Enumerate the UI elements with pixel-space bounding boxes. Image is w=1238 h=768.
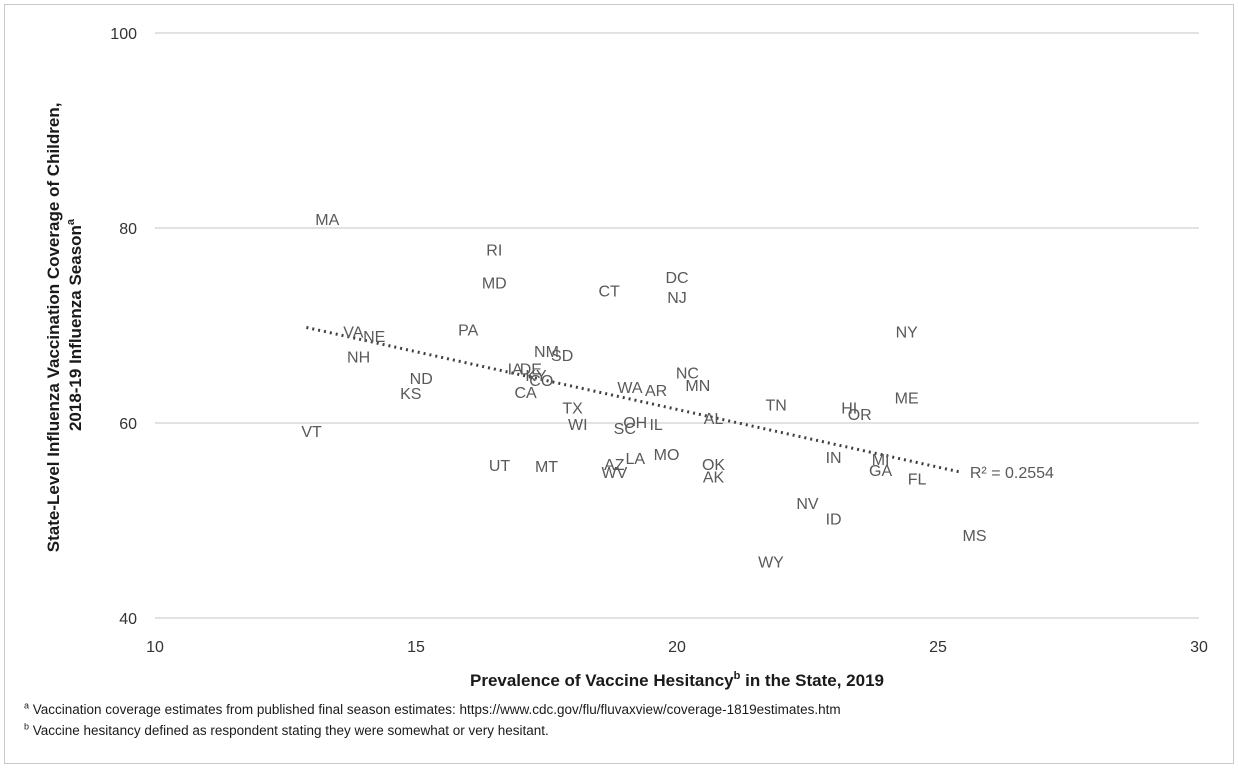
data-point-ny: NY [896,324,919,341]
x-tick-label: 10 [146,639,164,656]
x-axis-title-superscript: b [734,670,741,682]
x-tick-label: 15 [407,639,425,656]
data-point-ks: KS [400,386,421,403]
x-tick-label: 20 [668,639,686,656]
y-axis-title: State-Level Influenza Vaccination Covera… [44,98,85,552]
y-tick-label: 80 [119,221,137,238]
data-point-ga: GA [869,463,892,480]
data-point-oh: OH [623,415,647,432]
data-point-co: CO [529,373,553,390]
data-point-id: ID [826,512,842,529]
y-axis-title-line2: 2018-19 Influenza Seasona [65,218,85,431]
data-point-dc: DC [665,270,688,287]
data-point-nd: ND [410,371,433,388]
chart-frame [4,4,1234,764]
data-point-fl: FL [908,472,927,489]
data-point-ky: KY [525,368,547,385]
data-point-nc: NC [676,365,699,382]
data-point-sc: SC [614,421,636,438]
x-axis-title: Prevalence of Vaccine Hesitancyb in the … [470,670,884,690]
y-axis-title-line1: State-Level Influenza Vaccination Covera… [44,103,63,553]
footnote-a-marker: a [24,700,30,711]
data-point-la: LA [625,451,645,468]
footnote-b-marker: b [24,721,30,732]
r-squared-label: R² = 0.2554 [970,465,1054,482]
data-point-ct: CT [598,283,620,300]
data-point-wv: WV [601,465,627,482]
data-point-nm: NM [534,344,559,361]
x-tick-label: 25 [929,639,947,656]
y-tick-labels: 40 60 80 100 [110,26,137,628]
data-point-vt: VT [301,424,322,441]
data-point-nj: NJ [667,290,687,307]
data-point-tn: TN [766,397,787,414]
data-point-mi: MI [872,452,890,469]
data-point-sd: SD [551,348,573,365]
data-point-va: VA [343,324,363,341]
data-point-wi: WI [568,417,588,434]
data-point-ms: MS [963,528,987,545]
data-point-ut: UT [489,458,511,475]
data-point-mo: MO [654,447,680,464]
data-point-wa: WA [617,380,643,397]
data-point-hi: HI [841,400,857,417]
data-point-ar: AR [645,383,667,400]
data-point-in: IN [826,450,842,467]
data-point-ak: AK [703,470,725,487]
data-point-or: OR [848,407,872,424]
data-point-nv: NV [796,496,819,513]
x-tick-labels: 10 15 20 25 30 [146,639,1208,656]
data-point-wy: WY [758,554,784,571]
y-tick-label: 60 [119,416,137,433]
data-point-ia: IA [508,361,523,378]
data-point-ok: OK [702,457,725,474]
data-point-tx: TX [562,400,583,417]
footnote-a: a Vaccination coverage estimates from pu… [24,700,841,717]
data-point-az: AZ [604,457,625,474]
data-point-md: MD [482,276,507,293]
y-axis-title-superscript: a [65,218,77,225]
x-tick-label: 30 [1190,639,1208,656]
data-point-ca: CA [515,385,538,402]
data-point-de: DE [520,361,542,378]
data-point-ne: NE [363,329,385,346]
data-point-al: AL [704,411,724,428]
data-point-pa: PA [458,322,478,339]
data-point-ma: MA [315,212,339,229]
data-point-mt: MT [535,459,558,476]
footnote-b: b Vaccine hesitancy defined as responden… [24,721,549,738]
gridlines [155,32,1199,619]
y-tick-label: 40 [119,611,137,628]
data-point-il: IL [649,417,662,434]
data-point-me: ME [895,391,919,408]
data-point-nh: NH [347,350,370,367]
data-point-mn: MN [685,378,710,395]
y-tick-label: 100 [110,26,137,43]
data-point-ri: RI [486,242,502,259]
